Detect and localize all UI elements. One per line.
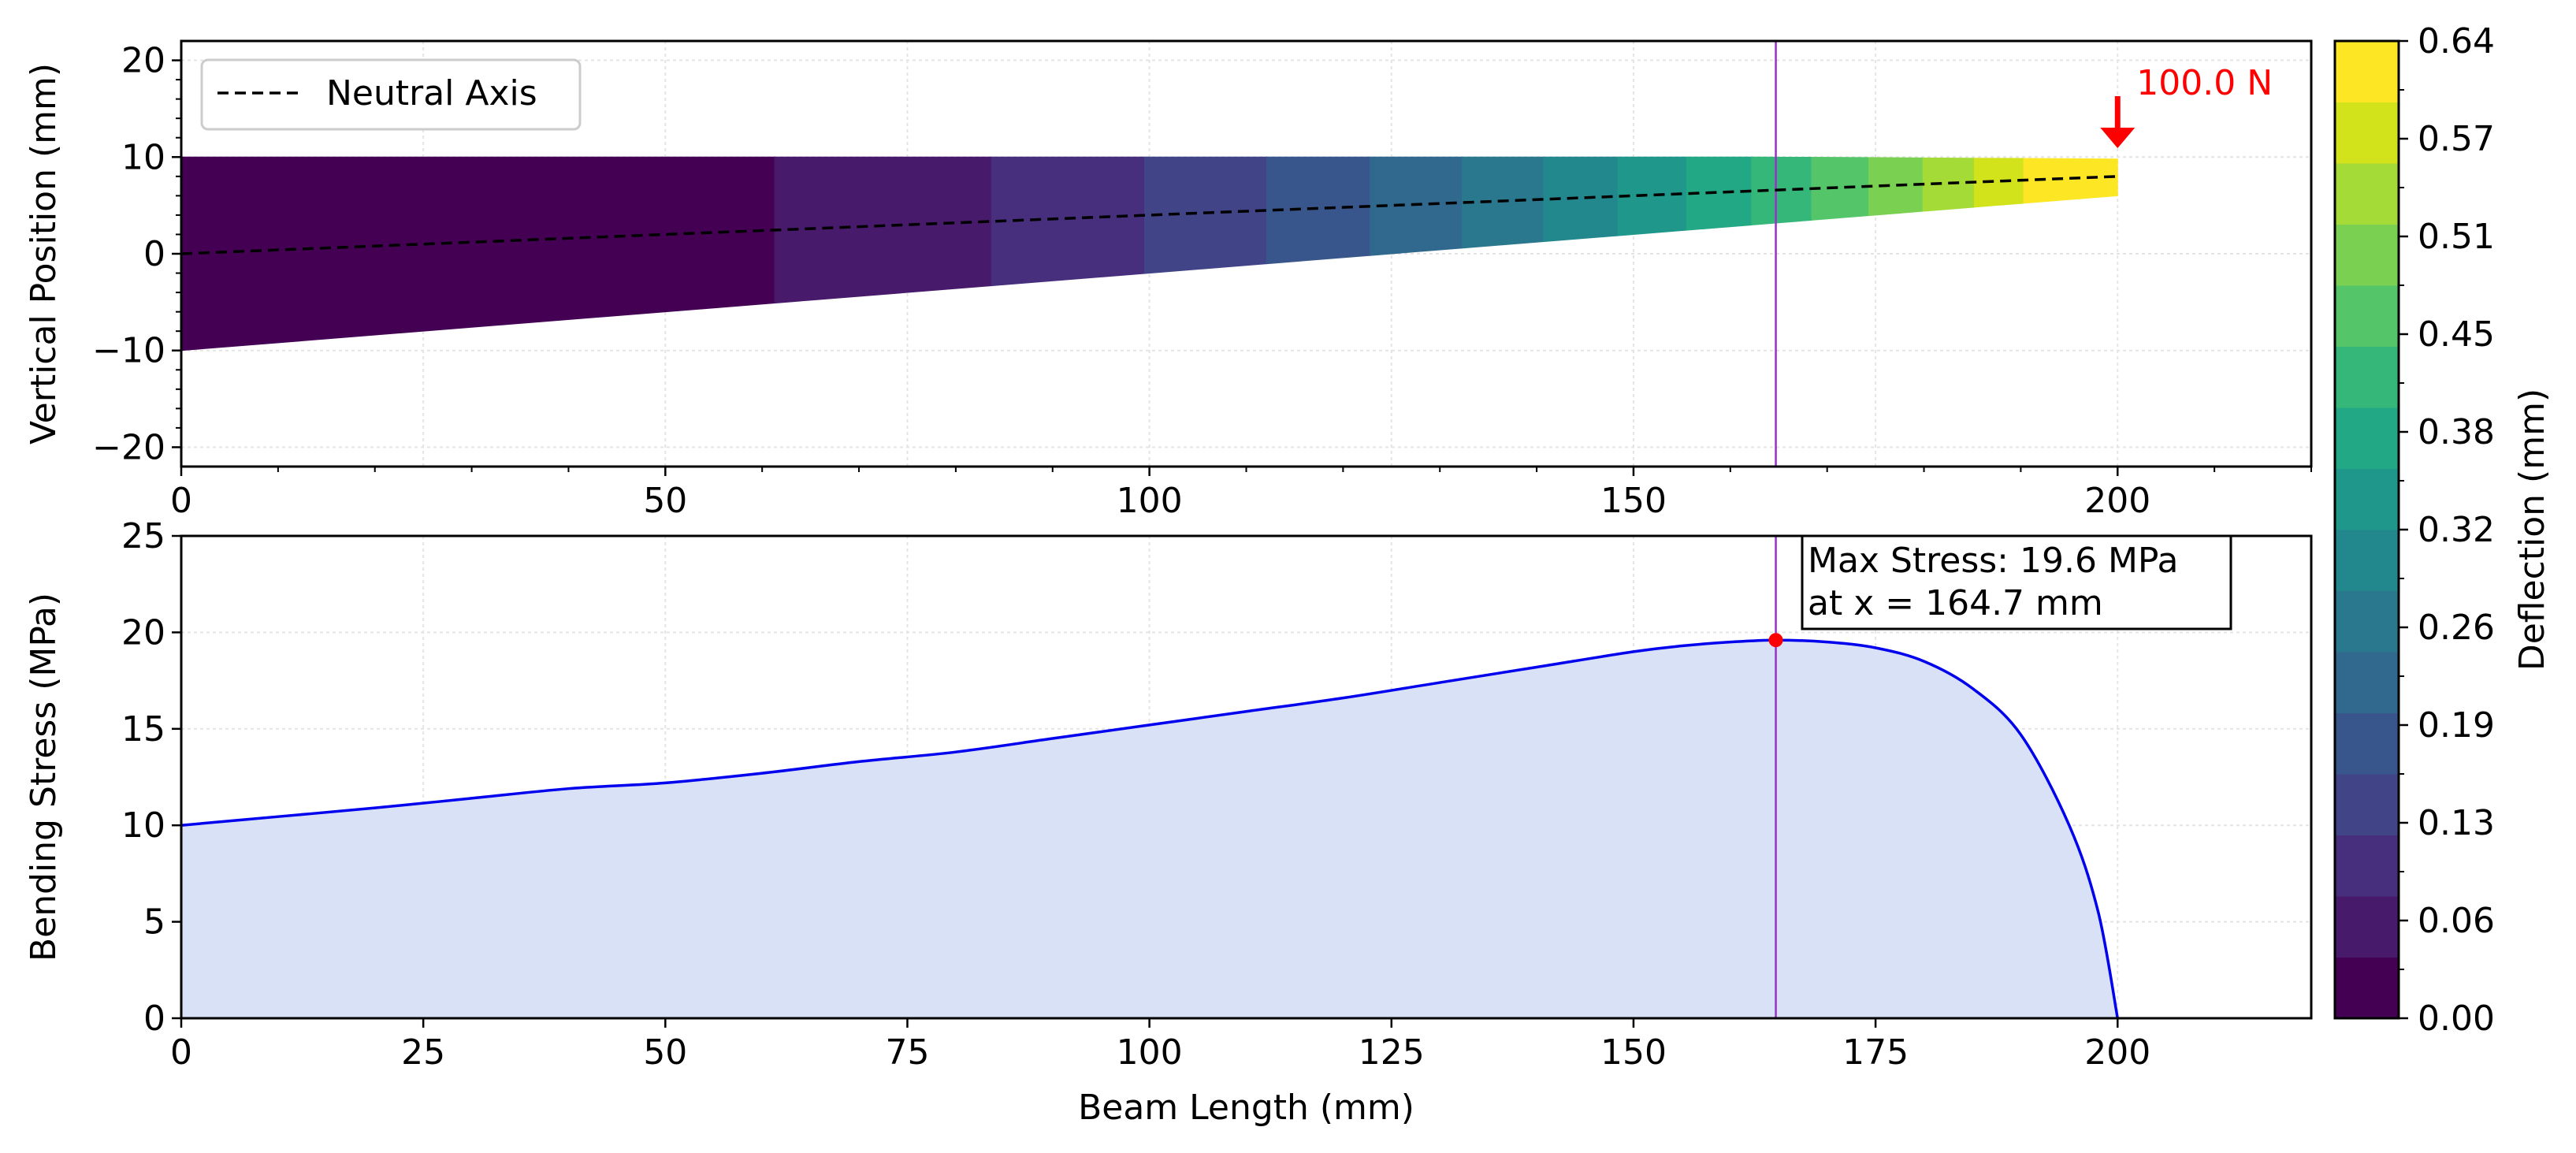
beam-xtick-label: 0 — [170, 481, 192, 521]
beam-ytick-label: 10 — [121, 137, 165, 177]
beam-xtick-label: 150 — [1600, 481, 1667, 521]
colorbar-cell — [2335, 285, 2399, 347]
colorbar-tick-label: 0.64 — [2418, 21, 2495, 61]
colorbar-tick-label: 0.06 — [2418, 901, 2495, 941]
colorbar-cell — [2335, 896, 2399, 958]
beam-xtick-label: 200 — [2084, 481, 2150, 521]
colorbar-cell — [2335, 712, 2399, 775]
colorbar-cell — [2335, 774, 2399, 835]
stress-panel-ticks: 0 25 50 75 100 125 150 175 200 0 5 10 15 20 25 — [121, 516, 2150, 1073]
load-arrow — [2100, 96, 2136, 148]
beam-ytick-label: −10 — [92, 331, 165, 371]
beam-deflection-cell — [2023, 158, 2072, 204]
stress-xtick-label: 125 — [1359, 1032, 1425, 1073]
colorbar-tick-label: 0.32 — [2418, 510, 2495, 550]
colorbar-cell — [2335, 652, 2399, 713]
legend-neutral-axis-label: Neutral Axis — [326, 73, 537, 113]
stress-area-fill — [181, 640, 2118, 1018]
colorbar-tick-label: 0.13 — [2418, 803, 2495, 843]
colorbar-cell — [2335, 41, 2399, 102]
stress-panel-xlabel: Beam Length (mm) — [1078, 1088, 1414, 1128]
stress-ytick-label: 25 — [121, 516, 165, 556]
beam-ytick-label: 0 — [143, 234, 165, 274]
stress-xtick-label: 100 — [1117, 1032, 1183, 1073]
stress-curve — [180, 638, 2119, 1019]
stress-xtick-label: 175 — [1842, 1032, 1909, 1073]
colorbar-tick-label: 0.00 — [2418, 999, 2495, 1039]
colorbar-tick-label: 0.38 — [2418, 412, 2495, 452]
stress-ytick-label: 15 — [121, 709, 165, 749]
colorbar-tick-label: 0.45 — [2418, 314, 2495, 355]
stress-panel: Max Stress: 19.6 MPa at x = 164.7 mm 0 25… — [24, 516, 2313, 1128]
beam-deflection-cell — [1143, 156, 1267, 274]
stress-panel-ylabel: Bending Stress (MPa) — [24, 593, 64, 961]
colorbar-cell — [2335, 346, 2399, 408]
beam-xtick-label: 50 — [643, 481, 687, 521]
max-stress-point — [1768, 633, 1783, 648]
colorbar-cell — [2335, 163, 2399, 225]
beam-deflection-cell — [180, 156, 775, 351]
load-label: 100.0 N — [2136, 63, 2273, 103]
colorbar-tick-label: 0.19 — [2418, 705, 2495, 746]
colorbar-cell — [2335, 102, 2399, 164]
beam-panel-ticks: 0 50 100 150 200 −20 −10 0 10 20 — [92, 41, 2312, 521]
max-stress-annotation: Max Stress: 19.6 MPa at x = 164.7 mm — [1801, 534, 2232, 630]
beam-ytick-label: −20 — [92, 427, 165, 467]
max-stress-annotation-line1: Max Stress: 19.6 MPa — [1808, 541, 2178, 581]
beam-deflection-cell — [1461, 156, 1544, 249]
beam-panel: 100.0 N 0 50 100 150 200 −20 −10 0 10 20 Vertical… — [24, 39, 2313, 521]
beam-deflection-cells — [180, 156, 2118, 351]
beam-deflection-cell — [1973, 158, 2024, 208]
beam-deflection-cell — [1922, 157, 1975, 212]
stress-xtick-label: 150 — [1600, 1032, 1667, 1073]
beam-panel-ylabel: Vertical Position (mm) — [24, 63, 64, 444]
colorbar-cell — [2335, 835, 2399, 897]
beam-xtick-label: 100 — [1117, 481, 1183, 521]
colorbar: 0.00 0.06 0.13 0.19 0.26 0.32 0.38 0.45 0.51 0.57… — [2333, 21, 2552, 1039]
stress-ytick-label: 0 — [143, 999, 165, 1039]
stress-xtick-label: 25 — [401, 1032, 445, 1073]
colorbar-cells — [2335, 41, 2399, 1019]
stress-ytick-label: 20 — [121, 612, 165, 653]
colorbar-cell — [2335, 530, 2399, 591]
colorbar-cell — [2335, 590, 2399, 653]
colorbar-ticks: 0.00 0.06 0.13 0.19 0.26 0.32 0.38 0.45 0.51 0.57… — [2399, 21, 2495, 1039]
colorbar-cell — [2335, 224, 2399, 286]
stress-ytick-label: 10 — [121, 805, 165, 846]
stress-panel-frame — [180, 534, 2313, 1020]
legend: Neutral Axis — [200, 58, 582, 131]
max-stress-annotation-line2: at x = 164.7 mm — [1808, 583, 2103, 623]
colorbar-tick-label: 0.57 — [2418, 119, 2495, 159]
stress-xtick-label: 75 — [885, 1032, 929, 1073]
colorbar-cell — [2335, 468, 2399, 530]
colorbar-tick-label: 0.51 — [2418, 217, 2495, 257]
beam-deflection-cell — [2070, 158, 2118, 200]
stress-xtick-label: 200 — [2084, 1032, 2150, 1073]
colorbar-cell — [2335, 407, 2399, 469]
colorbar-tick-label: 0.26 — [2418, 608, 2495, 648]
stress-xtick-label: 50 — [643, 1032, 687, 1073]
colorbar-label: Deflection (mm) — [2512, 389, 2552, 671]
legend-box — [200, 58, 582, 131]
beam-ytick-label: 20 — [121, 41, 165, 81]
load-arrow-head — [2100, 128, 2136, 148]
stress-xtick-label: 0 — [170, 1032, 192, 1073]
stress-ytick-label: 5 — [143, 902, 165, 943]
colorbar-cell — [2335, 957, 2399, 1019]
beam-deflection-cell — [1868, 157, 1924, 217]
neutral-axis-line — [180, 175, 2118, 255]
